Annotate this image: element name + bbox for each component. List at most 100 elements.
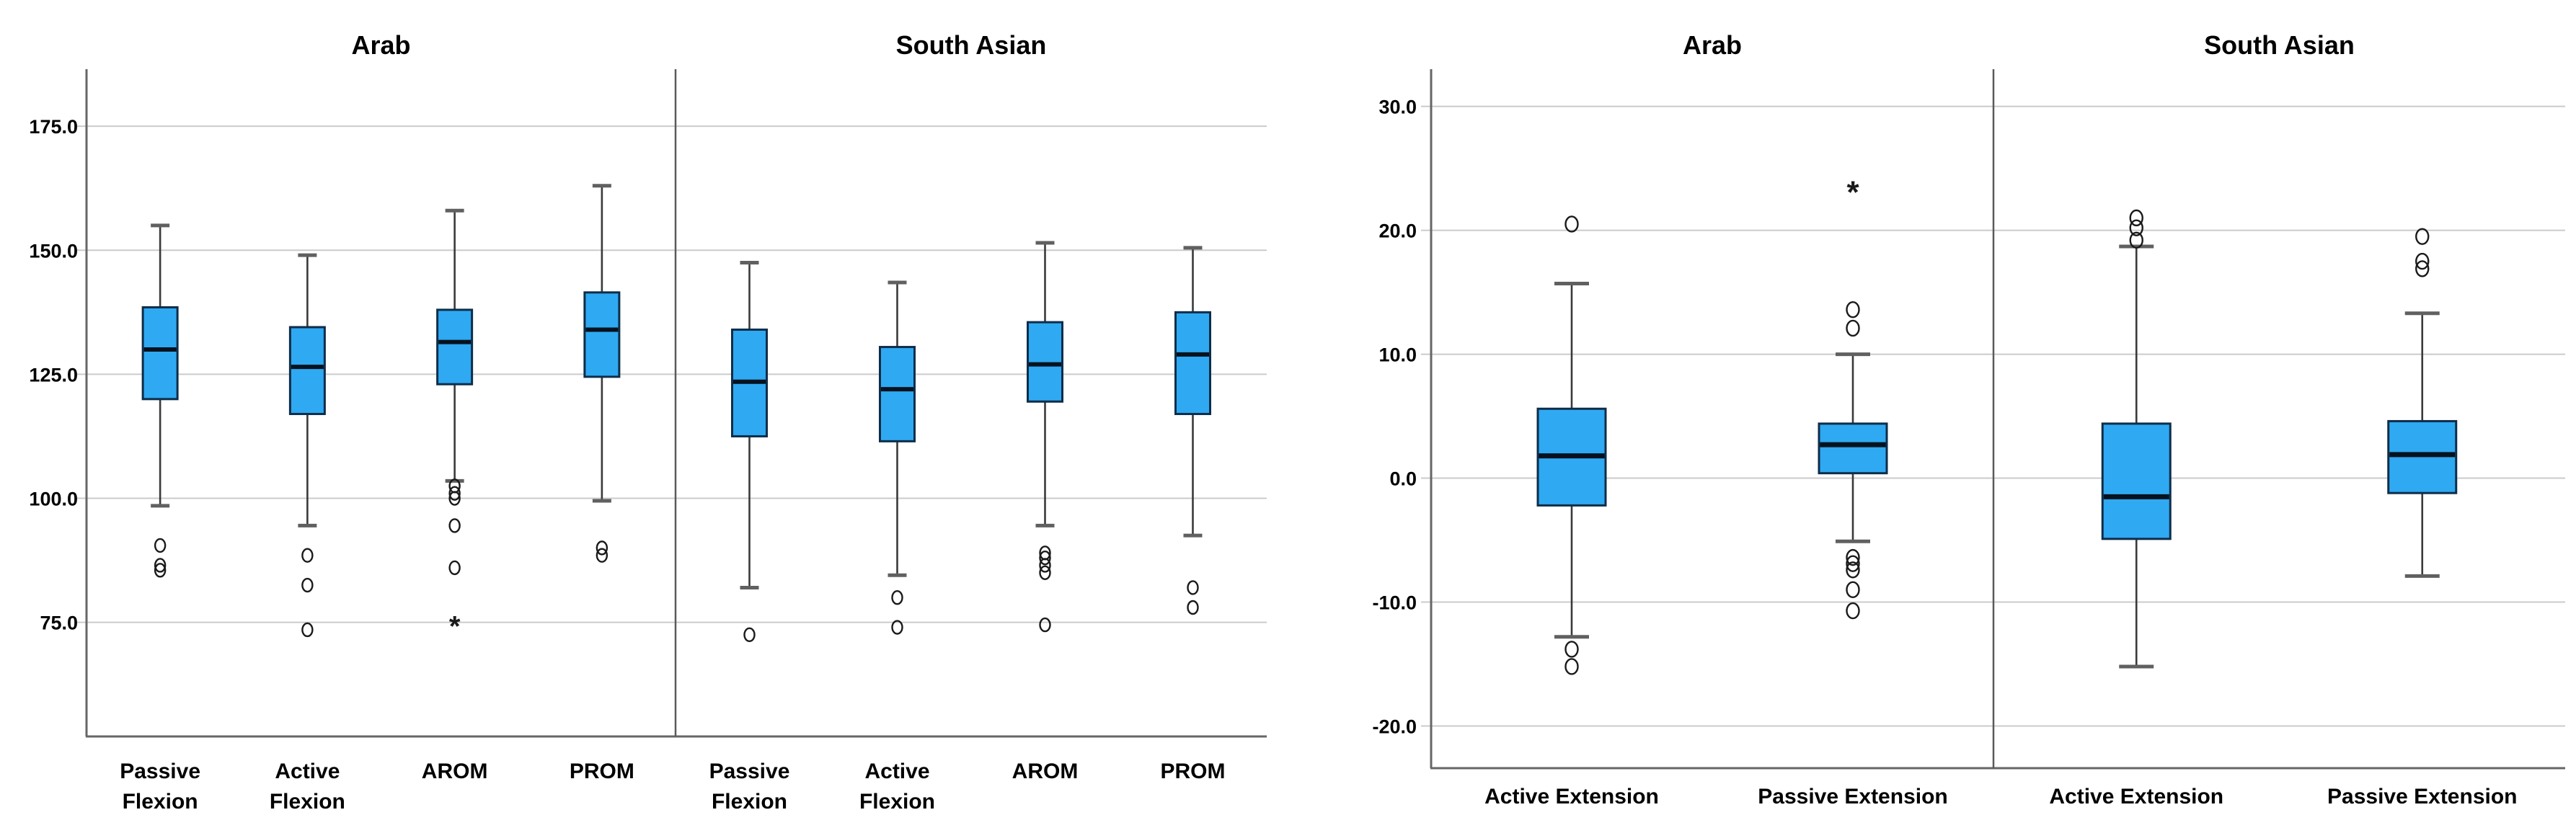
outlier-marker [1564,215,1579,233]
box-iqr [288,326,326,415]
outlier-marker [2129,219,2143,236]
outlier-marker [154,558,167,573]
outlier-marker [2415,252,2430,270]
box-iqr [1818,422,1888,475]
outlier-marker [596,548,608,563]
boxplot-flexion-south-asian-arom [1027,241,1063,633]
outlier-marker [1846,548,1860,566]
panel-title: Arab [1683,30,1742,60]
outlier-marker [301,577,314,593]
outlier-marker [1846,561,1860,579]
flexion-chart: 175.0 150.0 125.0 100.0 75.0 Arab Passive Flexi… [29,30,1267,814]
flexion-panel-south-asian: South Asian Passive Flexion Active Flexion AR… [709,30,1226,814]
panel-title: South Asian [2204,30,2355,60]
outlier-marker [743,627,756,643]
boxplot-flexion-south-asian-prom [1174,246,1211,615]
xtick-label: PROM [570,760,634,783]
outlier-marker [891,590,903,605]
box-iqr [2101,422,2172,540]
outlier-marker [2415,260,2430,277]
xtick-label: Flexion [123,790,198,814]
boxplot-extension-south-asian-active-extension [2101,209,2172,669]
outlier-marker [2129,209,2143,227]
outlier-marker [154,563,167,578]
outlier-marker [154,538,167,553]
outlier-marker [2415,228,2430,245]
outlier-marker [1846,300,1860,319]
outlier-marker [301,548,314,563]
extreme-marker: * [449,610,461,642]
extension-ytick-label: -20.0 [1372,716,1417,738]
boxplot-flexion-south-asian-passive-flexion [731,261,768,643]
box-iqr [436,308,474,386]
outlier-marker [1039,550,1051,566]
outlier-marker [1564,641,1579,658]
outlier-marker [1846,555,1860,572]
flexion-ytick-label: 175.0 [29,116,78,138]
outlier-marker [1187,600,1199,615]
outlier-marker [301,622,314,638]
extension-ytick-label: 20.0 [1378,221,1417,242]
xtick-label: Passive [120,760,200,783]
panel-title: Arab [351,30,410,60]
xtick-label: AROM [1012,760,1079,783]
box-iqr [1174,311,1211,415]
xtick-label: Active Extension [2049,785,2223,809]
flexion-ytick-label: 75.0 [40,613,78,634]
boxplot-extension-arab-passive-extension: * [1818,174,1888,620]
outlier-marker [1187,580,1199,595]
extension-ytick-label: -10.0 [1372,592,1417,614]
xtick-label: AROM [422,760,488,783]
outlier-marker [1564,658,1579,675]
outlier-marker [448,486,461,501]
xtick-label: Passive Extension [1758,785,1947,809]
extension-chart: 30.0 20.0 10.0 0.0 -10.0 -20.0 Arab Active Exte… [1372,30,2565,809]
xtick-label: Passive [709,760,790,783]
boxplot-flexion-arab-prom [583,184,621,563]
flexion-ytick-label: 100.0 [29,489,78,510]
extension-ytick-label: 30.0 [1378,97,1417,118]
xtick-label: Passive Extension [2327,785,2517,809]
box-iqr [1027,321,1063,403]
extreme-marker: * [1846,174,1859,210]
box-iqr [141,306,179,401]
flexion-ytick-label: 150.0 [29,240,78,262]
outlier-marker [1846,319,1860,337]
xtick-label: Active [864,760,929,783]
outlier-marker [1846,581,1860,599]
boxplot-flexion-south-asian-active-flexion [879,280,916,635]
outlier-marker [1039,617,1051,633]
outlier-marker [596,540,608,556]
boxplot-flexion-arab-active-flexion [288,253,326,638]
outlier-marker [448,560,461,576]
panel-title: South Asian [896,30,1047,60]
xtick-label: Flexion [712,790,787,814]
extension-panel-south-asian: South Asian Active Extension Passive Exten… [2049,30,2517,809]
outlier-marker [1039,565,1051,581]
outlier-marker [1846,602,1860,620]
xtick-label: Flexion [859,790,935,814]
boxplot-flexion-arab-passive-flexion [141,223,179,578]
outlier-marker [891,620,903,635]
box-iqr [879,346,916,442]
flexion-ytick-label: 125.0 [29,364,78,386]
outlier-marker [448,491,461,506]
extension-panel-arab: Arab Active Extension * Passive Extension [1484,30,1948,809]
box-iqr [583,291,621,378]
xtick-label: Active Extension [1484,785,1659,809]
outlier-marker [448,518,461,533]
flexion-panel-arab: Arab Passive Flexion Active Flexion * AROM PROM [120,30,634,814]
boxplot-flexion-arab-arom: * [436,208,474,642]
xtick-label: Flexion [270,790,345,814]
boxplot-extension-arab-active-extension [1536,215,1607,675]
extension-ytick-label: 10.0 [1378,344,1417,366]
xtick-label: PROM [1161,760,1226,783]
xtick-label: Active [275,760,340,783]
outlier-marker [1039,558,1051,573]
boxplot-extension-south-asian-passive-extension [2387,228,2458,578]
extension-ytick-label: 0.0 [1389,468,1417,490]
outlier-marker [2129,231,2143,249]
